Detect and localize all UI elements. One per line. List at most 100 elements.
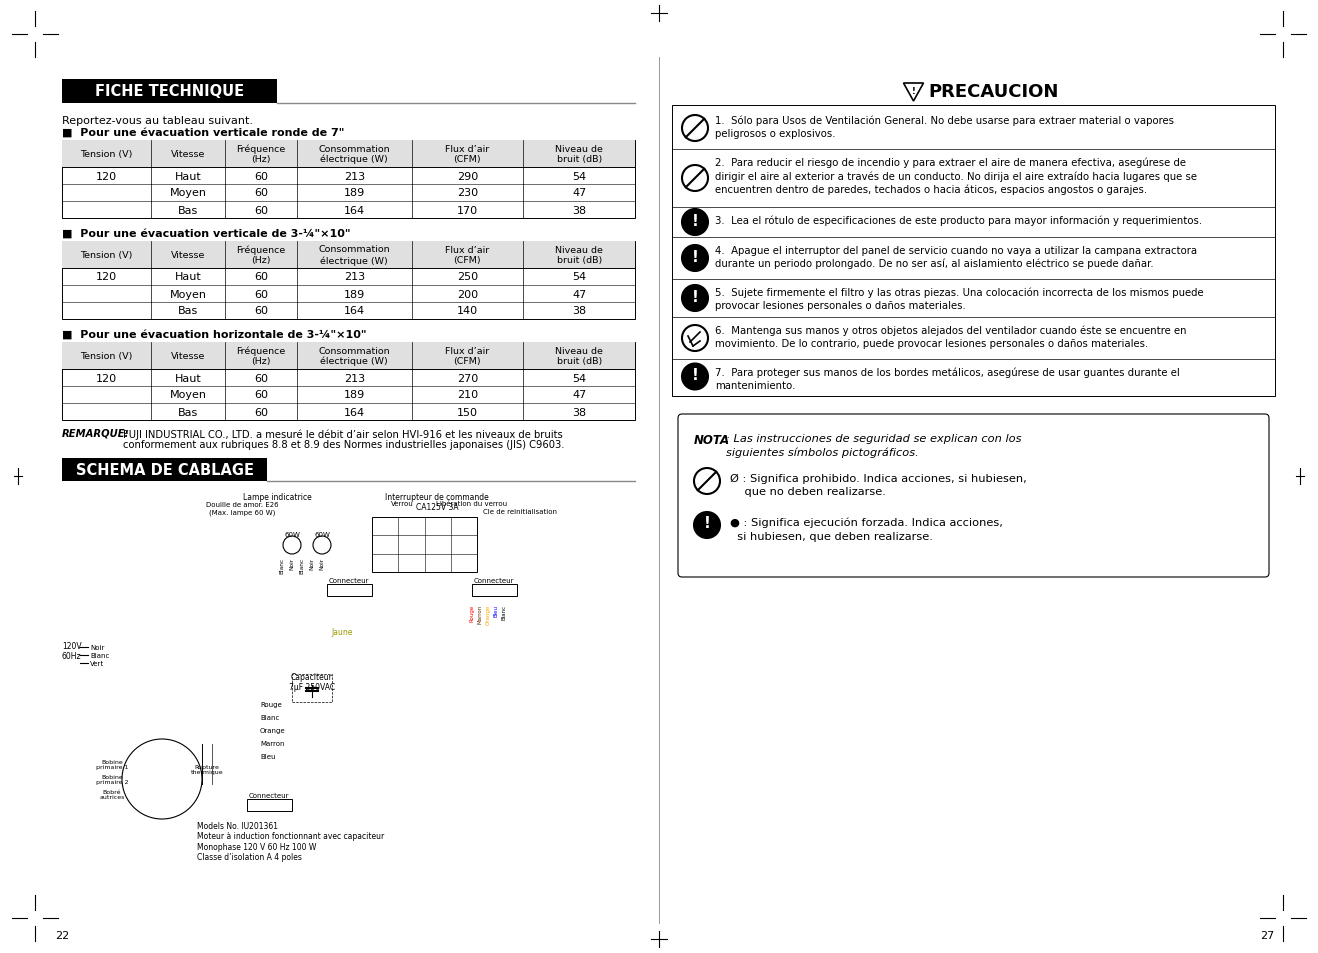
Text: 60: 60: [254, 390, 268, 400]
Bar: [62, 141, 635, 168]
Bar: [672, 106, 1275, 396]
Text: Connecteur: Connecteur: [473, 578, 514, 583]
Bar: [62, 80, 277, 104]
Text: 120: 120: [96, 374, 117, 383]
Text: Flux d’air
(CFM): Flux d’air (CFM): [445, 246, 489, 265]
Text: SCHEMA DE CABLAGE: SCHEMA DE CABLAGE: [75, 462, 253, 477]
Text: 38: 38: [572, 306, 587, 316]
Text: 270: 270: [457, 374, 478, 383]
Text: Haut: Haut: [175, 172, 202, 181]
Text: Bas: Bas: [178, 407, 198, 417]
Text: Haut: Haut: [175, 273, 202, 282]
Text: Moyen: Moyen: [170, 390, 207, 400]
FancyBboxPatch shape: [677, 415, 1269, 578]
Circle shape: [681, 116, 708, 142]
Text: Rupture
thermique: Rupture thermique: [191, 763, 223, 775]
Text: 3.  Lea el rótulo de especificaciones de este producto para mayor información y : 3. Lea el rótulo de especificaciones de …: [714, 215, 1202, 226]
Text: 60: 60: [254, 172, 268, 181]
Text: Vitesse: Vitesse: [171, 352, 206, 360]
Text: Orange: Orange: [260, 727, 286, 733]
Text: Consommation
électrique (W): Consommation électrique (W): [319, 245, 390, 265]
Text: Orange: Orange: [485, 604, 490, 625]
Bar: [62, 242, 635, 319]
Text: Blanc: Blanc: [90, 652, 109, 659]
Text: Capaciteur
7µF 250VAC: Capaciteur 7µF 250VAC: [289, 672, 335, 692]
Text: 164: 164: [344, 306, 365, 316]
Text: Verrou: Verrou: [390, 500, 414, 506]
Text: Jaune: Jaune: [331, 627, 353, 637]
Text: 60: 60: [254, 273, 268, 282]
Text: Models No. IU201361
Moteur à induction fonctionnant avec capaciteur
Monophase 12: Models No. IU201361 Moteur à induction f…: [196, 821, 385, 862]
Text: Noir: Noir: [319, 558, 324, 570]
Text: NOTA: NOTA: [695, 434, 730, 447]
Circle shape: [695, 469, 720, 495]
Text: 164: 164: [344, 407, 365, 417]
Text: Consommation
électrique (W): Consommation électrique (W): [319, 144, 390, 164]
Text: 210: 210: [457, 390, 478, 400]
Text: Connecteur: Connecteur: [249, 792, 289, 799]
Text: 250: 250: [457, 273, 478, 282]
Text: Bleu: Bleu: [493, 604, 498, 617]
Text: Vert: Vert: [90, 660, 104, 666]
Text: Blanc: Blanc: [502, 604, 506, 619]
Circle shape: [681, 326, 708, 352]
Text: 27: 27: [1260, 930, 1275, 940]
Bar: [327, 584, 372, 597]
Text: 2.  Para reducir el riesgo de incendio y para extraer el aire de manera efectiva: 2. Para reducir el riesgo de incendio y …: [714, 158, 1197, 194]
Text: !: !: [692, 289, 699, 304]
Circle shape: [695, 513, 720, 538]
Text: Marron: Marron: [477, 604, 482, 623]
Text: ■  Pour une évacuation verticale ronde de 7": ■ Pour une évacuation verticale ronde de…: [62, 128, 344, 138]
Text: Rouge: Rouge: [469, 604, 474, 621]
Text: !: !: [692, 250, 699, 264]
Text: Blanc: Blanc: [299, 558, 304, 574]
Bar: [62, 343, 635, 420]
Text: Niveau de
bruit (dB): Niveau de bruit (dB): [555, 347, 604, 366]
Circle shape: [312, 537, 331, 555]
Text: 170: 170: [457, 205, 478, 215]
Text: Haut: Haut: [175, 374, 202, 383]
Text: 200: 200: [457, 289, 478, 299]
Text: 60W: 60W: [285, 532, 301, 537]
Bar: [62, 343, 635, 370]
Text: !: !: [704, 516, 710, 531]
Text: 150: 150: [457, 407, 478, 417]
Text: 5.  Sujete firmemente el filtro y las otras piezas. Una colocación incorrecta de: 5. Sujete firmemente el filtro y las otr…: [714, 288, 1203, 311]
Text: Bobré
autrices: Bobré autrices: [99, 789, 125, 800]
Text: 189: 189: [344, 189, 365, 198]
Text: Ø : Significa prohibido. Indica acciones, si hubiesen,
    que no deben realizar: Ø : Significa prohibido. Indica acciones…: [730, 474, 1027, 497]
Text: 164: 164: [344, 205, 365, 215]
Text: Moyen: Moyen: [170, 289, 207, 299]
Text: Moyen: Moyen: [170, 189, 207, 198]
Text: Tension (V): Tension (V): [80, 251, 133, 260]
Text: FICHE TECHNIQUE: FICHE TECHNIQUE: [95, 85, 244, 99]
Text: Rouge: Rouge: [260, 701, 282, 707]
Circle shape: [681, 286, 708, 312]
Text: 213: 213: [344, 172, 365, 181]
Text: 22: 22: [55, 930, 70, 940]
Text: Bas: Bas: [178, 205, 198, 215]
Text: Connecteur: Connecteur: [328, 578, 369, 583]
Text: 60: 60: [254, 374, 268, 383]
Text: 54: 54: [572, 374, 587, 383]
Bar: [62, 242, 635, 269]
Text: 290: 290: [457, 172, 478, 181]
Bar: [62, 141, 635, 219]
Text: 7.  Para proteger sus manos de los bordes metálicos, asegúrese de usar guantes d: 7. Para proteger sus manos de los bordes…: [714, 368, 1180, 391]
Text: Fréquence
(Hz): Fréquence (Hz): [236, 145, 286, 164]
Text: Noir: Noir: [290, 558, 294, 570]
Text: Bobine
primaire 2: Bobine primaire 2: [96, 774, 128, 784]
Text: Niveau de
bruit (dB): Niveau de bruit (dB): [555, 246, 604, 265]
Text: 213: 213: [344, 273, 365, 282]
Text: ● : Significa ejecución forzada. Indica acciones,
  si hubiesen, que deben reali: ● : Significa ejecución forzada. Indica …: [730, 517, 1003, 541]
Text: PRECAUCION: PRECAUCION: [928, 83, 1058, 101]
Text: Niveau de
bruit (dB): Niveau de bruit (dB): [555, 145, 604, 164]
Text: Reportez-vous au tableau suivant.: Reportez-vous au tableau suivant.: [62, 116, 253, 126]
Text: Marron: Marron: [260, 740, 285, 746]
Circle shape: [681, 166, 708, 192]
Text: Lampe indicatrice: Lampe indicatrice: [243, 493, 311, 501]
Text: 54: 54: [572, 172, 587, 181]
Text: 47: 47: [572, 390, 587, 400]
Text: conformement aux rubriques 8.8 et 8.9 des Normes industrielles japonaises (JIS) : conformement aux rubriques 8.8 et 8.9 de…: [123, 439, 564, 450]
Text: Blanc: Blanc: [260, 714, 279, 720]
